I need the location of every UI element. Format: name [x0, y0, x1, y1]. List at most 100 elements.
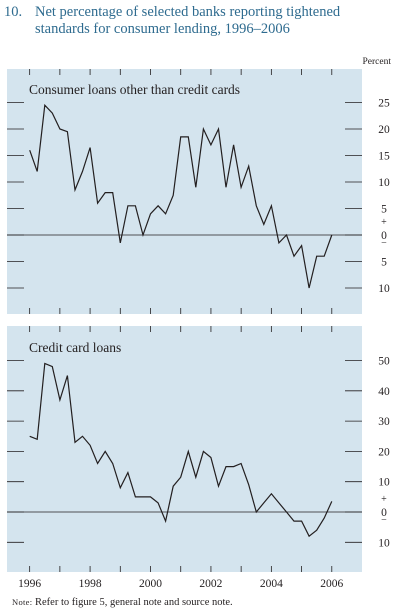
data-point: [36, 438, 39, 441]
zero-minus-sign: −: [381, 515, 387, 526]
x-tick-label: 2004: [260, 578, 283, 590]
data-point: [172, 485, 175, 488]
data-point: [270, 204, 273, 207]
panel-title-consumer-loans: Consumer loans other than credit cards: [29, 82, 240, 97]
data-point: [277, 501, 280, 504]
data-point: [217, 485, 220, 488]
data-point: [293, 520, 296, 523]
data-point: [315, 529, 318, 532]
data-point: [179, 476, 182, 479]
note-prefix: Note:: [12, 597, 33, 607]
data-point: [111, 462, 114, 465]
data-point: [96, 202, 99, 205]
unit-label: Percent: [363, 57, 392, 67]
y-tick-label: 30: [378, 416, 390, 428]
data-point: [126, 204, 129, 207]
data-point: [179, 135, 182, 138]
data-point: [141, 234, 144, 237]
data-point: [141, 495, 144, 498]
data-point: [308, 287, 311, 290]
credit-card-loans-plot: 50 40 30 20 10 0 10 + −: [7, 326, 390, 572]
data-point: [194, 476, 197, 479]
y-tick-label: 10: [378, 477, 390, 489]
data-point: [96, 462, 99, 465]
data-point: [51, 365, 54, 368]
data-point: [172, 194, 175, 197]
data-point: [134, 495, 137, 498]
data-point: [81, 170, 84, 173]
data-point: [285, 234, 288, 237]
data-point: [43, 362, 46, 365]
data-point: [285, 511, 288, 514]
x-tick-label: 2002: [199, 578, 222, 590]
series-line: [29, 103, 333, 289]
data-point: [89, 146, 92, 149]
data-point: [247, 483, 250, 486]
data-point: [255, 511, 258, 514]
data-point: [209, 456, 212, 459]
panel-credit-card-loans: [7, 326, 362, 572]
y-tick-label: 0: [381, 230, 387, 242]
zero-plus-sign: +: [381, 494, 387, 505]
y-tick-label: 10: [378, 537, 390, 549]
data-point: [164, 212, 167, 215]
data-point: [187, 450, 190, 453]
data-point: [51, 112, 54, 115]
data-point: [308, 535, 311, 538]
data-point: [217, 128, 220, 131]
data-point: [209, 143, 212, 146]
data-point: [225, 465, 228, 468]
x-axis: 1996 1998 2000 2002 2004 2006: [18, 578, 343, 590]
y-tick-label: 15: [378, 151, 390, 163]
data-point: [194, 186, 197, 189]
data-point: [149, 212, 152, 215]
data-point: [315, 255, 318, 258]
data-point: [89, 444, 92, 447]
data-point: [66, 374, 69, 377]
figure-number: 10.: [4, 4, 23, 20]
data-point: [73, 188, 76, 191]
data-point: [58, 398, 61, 401]
data-point: [293, 255, 296, 258]
data-point: [300, 244, 303, 247]
data-point: [134, 204, 137, 207]
data-point: [240, 186, 243, 189]
data-point: [240, 462, 243, 465]
series-line: [29, 362, 333, 538]
data-point: [225, 186, 228, 189]
x-tick-label: 1996: [18, 578, 41, 590]
y-tick-label: 5: [381, 204, 387, 216]
data-point: [28, 435, 31, 438]
y-tick-label: 10: [378, 283, 390, 295]
y-tick-label: 25: [378, 98, 390, 110]
zero-plus-sign: +: [381, 217, 387, 228]
data-point: [104, 191, 107, 194]
data-point: [262, 223, 265, 226]
data-point: [157, 501, 160, 504]
data-point: [81, 435, 84, 438]
data-point: [43, 104, 46, 107]
consumer-loans-plot: 25 20 15 10 5 0 5 10 + −: [7, 69, 390, 314]
data-point: [104, 450, 107, 453]
data-point: [232, 143, 235, 146]
data-point: [202, 128, 205, 131]
data-point: [66, 130, 69, 133]
data-point: [330, 500, 333, 503]
y-tick-label: 5: [381, 257, 387, 269]
y-tick-label: 50: [378, 356, 390, 368]
data-point: [119, 241, 122, 244]
source-note: Note: Refer to figure 5, general note an…: [12, 597, 233, 608]
x-tick-label: 2000: [139, 578, 162, 590]
data-point: [36, 170, 39, 173]
y-tick-label: 40: [378, 386, 390, 398]
data-point: [330, 234, 333, 237]
y-tick-label: 0: [381, 507, 387, 519]
data-point: [270, 492, 273, 495]
data-point: [111, 191, 114, 194]
data-point: [262, 501, 265, 504]
x-tick-label: 2006: [320, 578, 343, 590]
data-point: [58, 128, 61, 131]
data-point: [202, 450, 205, 453]
data-point: [323, 517, 326, 520]
